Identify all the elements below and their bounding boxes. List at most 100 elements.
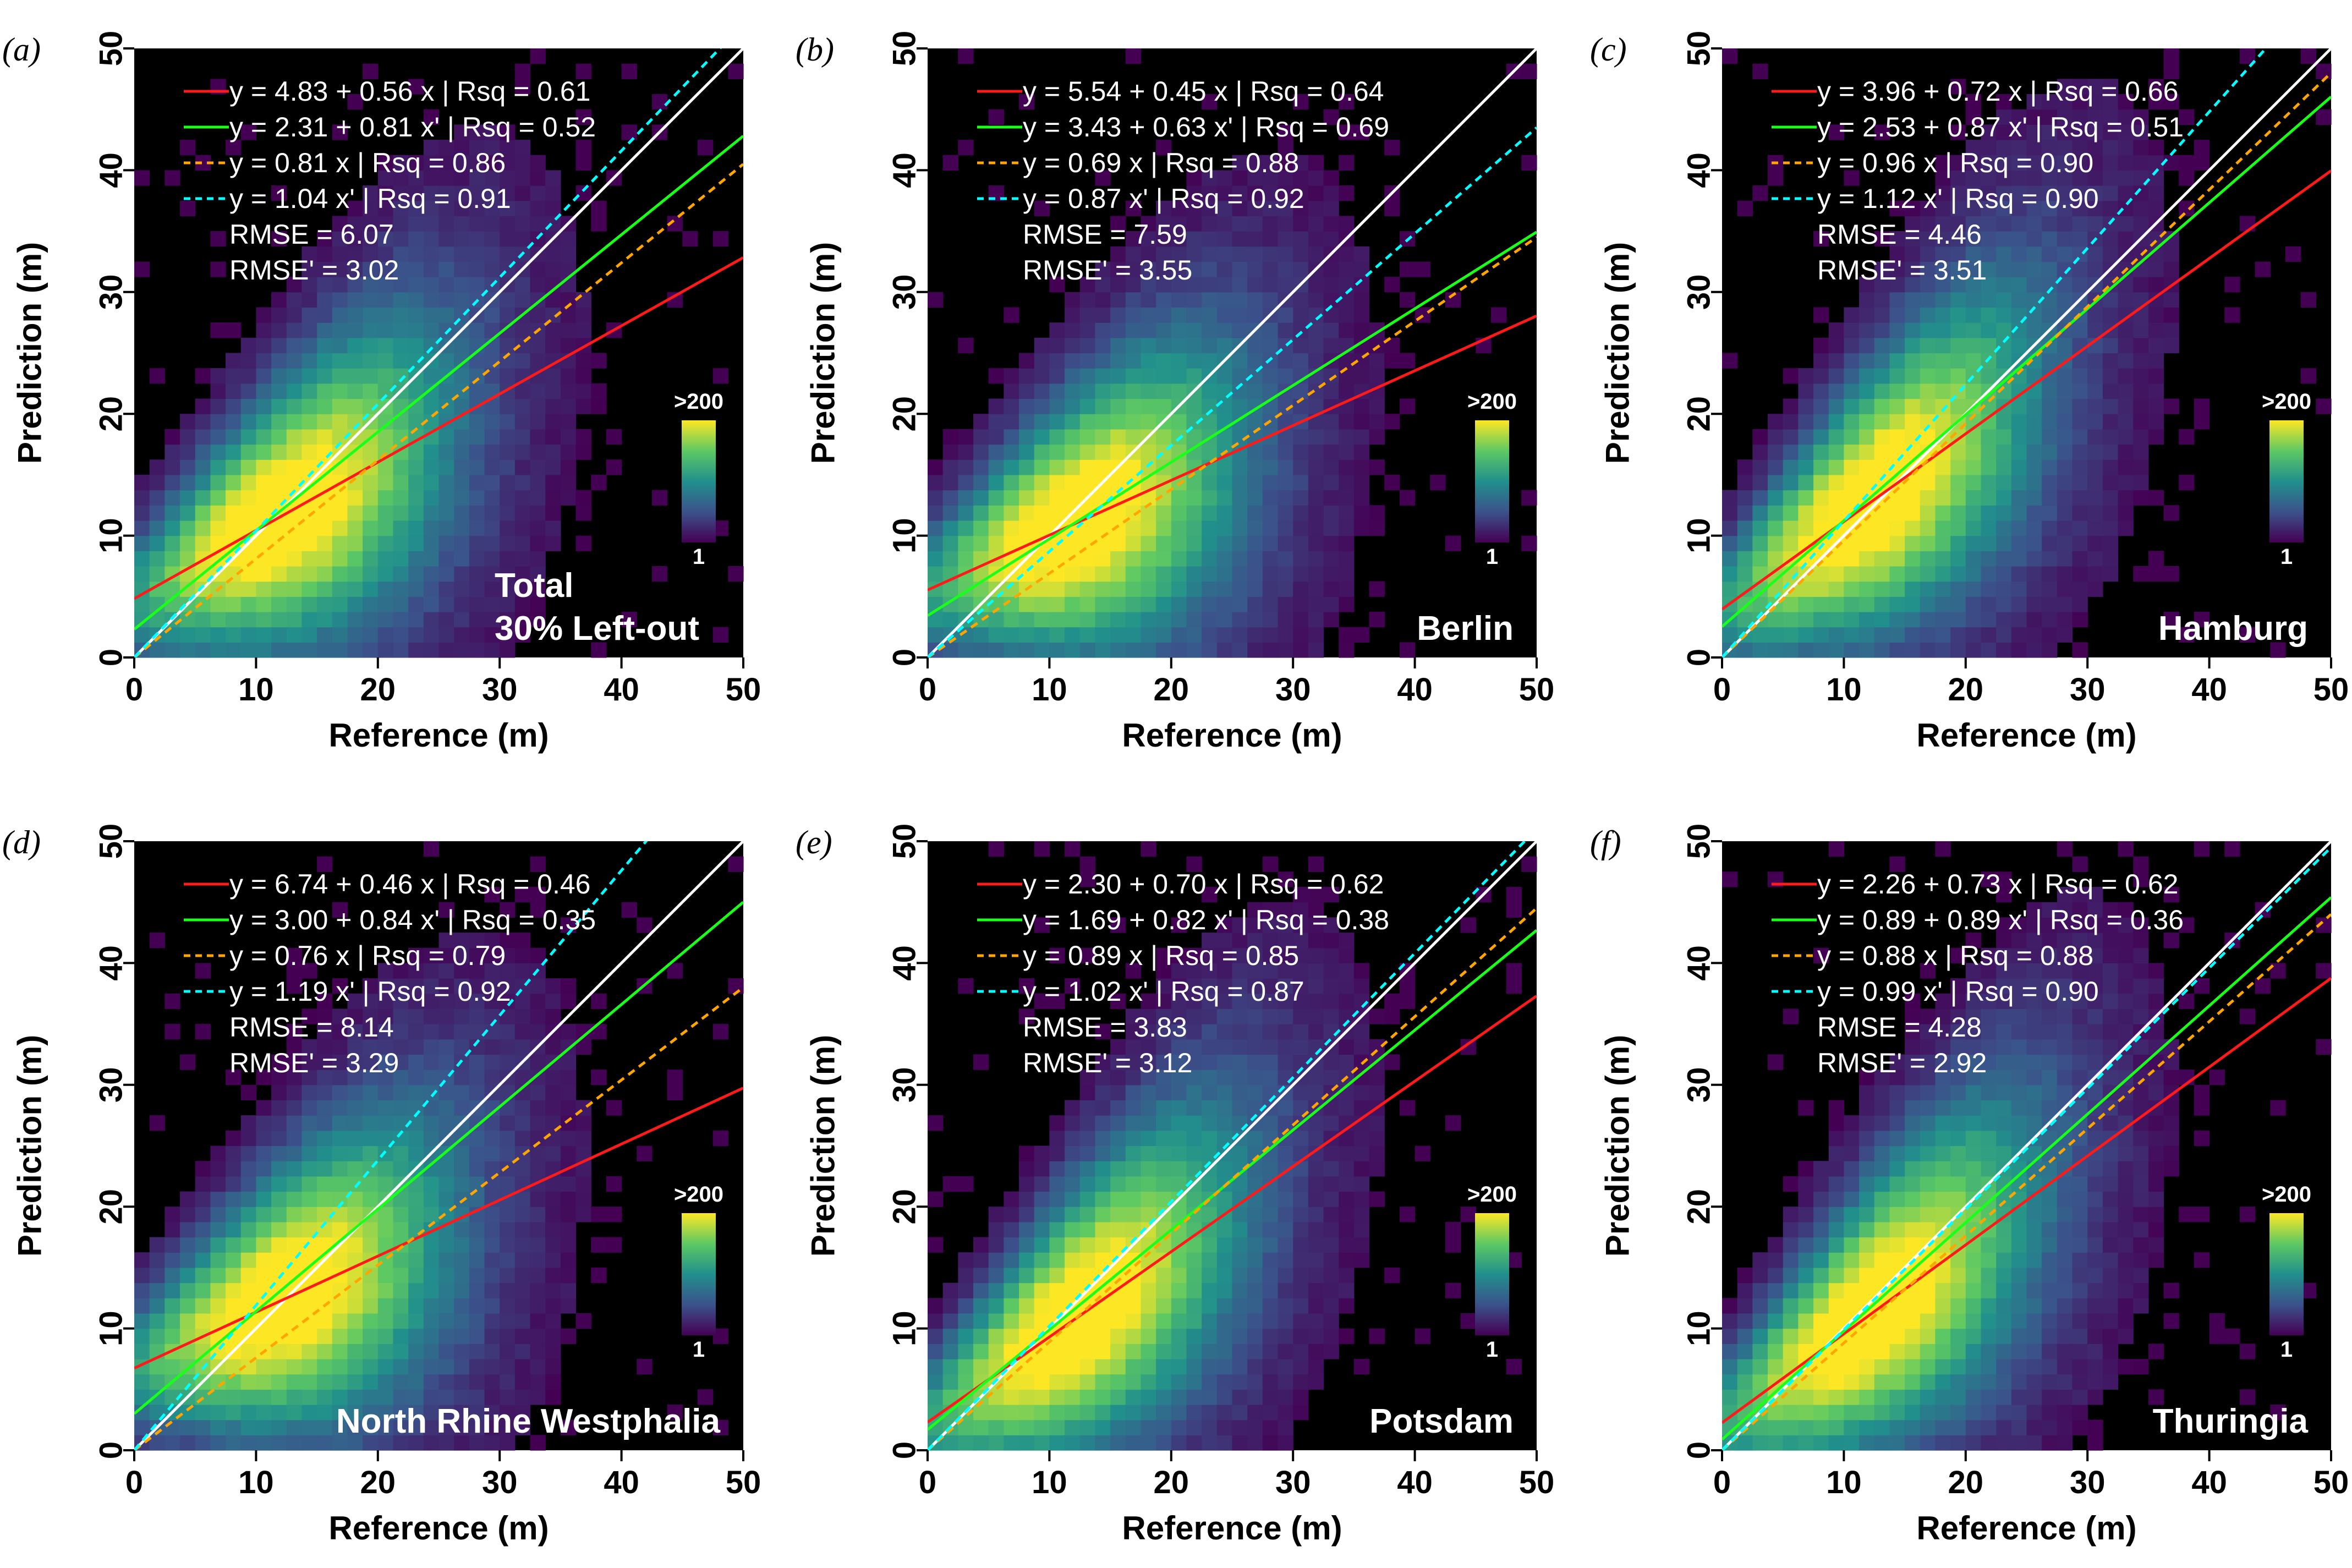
density-cell [1460, 1207, 1476, 1222]
density-cell [1950, 200, 1966, 217]
density-cell [1079, 871, 1096, 887]
density-cell [1950, 1024, 1966, 1040]
density-cell [1216, 1313, 1233, 1329]
density-cell [1950, 1161, 1966, 1177]
density-cell [1019, 566, 1035, 582]
density-cell [240, 627, 256, 643]
density-cell [1323, 429, 1339, 445]
density-cell [1232, 216, 1248, 232]
density-cell [973, 414, 989, 430]
density-cell [1141, 1130, 1156, 1147]
density-cell [1019, 368, 1035, 384]
density-cell [606, 429, 622, 445]
density-cell [1247, 1252, 1263, 1268]
density-cell [1920, 566, 1936, 582]
density-cell [469, 444, 485, 460]
density-cell [973, 490, 989, 506]
density-cell [377, 170, 394, 186]
density-cell [1293, 1344, 1309, 1359]
density-cell [958, 505, 974, 521]
density-cell [1981, 292, 1997, 308]
density-cell [1339, 535, 1355, 551]
density-cell [545, 246, 561, 262]
density-cell [1095, 1100, 1111, 1116]
fit-line-1 [134, 135, 743, 631]
density-cell [1874, 414, 1890, 430]
density-cell [1920, 1435, 1936, 1451]
density-cell [1783, 1404, 1799, 1421]
density-cell [514, 1252, 531, 1268]
density-cell [1369, 368, 1385, 384]
density-cell [1262, 1358, 1279, 1375]
density-cell [1783, 459, 1799, 475]
density-cell [1156, 1100, 1172, 1116]
density-cell [363, 1344, 379, 1359]
density-cell [1262, 611, 1279, 628]
density-cell [1079, 1252, 1096, 1268]
density-cell [408, 79, 424, 95]
density-cell [2011, 261, 2027, 277]
density-cell [226, 414, 242, 430]
density-cell [484, 1130, 500, 1147]
density-cell [256, 1115, 272, 1131]
density-cell [973, 429, 989, 445]
density-cell [1935, 277, 1951, 293]
density-cell [1216, 307, 1233, 323]
density-cell [1232, 322, 1248, 338]
density-cell [1828, 444, 1844, 460]
density-cell [2026, 1054, 2042, 1070]
density-cell [1278, 642, 1293, 658]
density-cell [377, 1161, 394, 1177]
density-cell [408, 353, 424, 369]
density-cell [2087, 79, 2103, 95]
density-cell [1935, 1024, 1951, 1040]
density-cell [2057, 505, 2073, 521]
density-cell [1308, 1070, 1324, 1085]
density-cell [1920, 1008, 1936, 1024]
density-cell [1293, 1389, 1309, 1405]
density-cell [408, 978, 424, 994]
density-cell [240, 490, 256, 506]
density-cell [286, 353, 303, 369]
density-cell [545, 459, 561, 475]
density-cell [2102, 505, 2119, 521]
density-cell [2026, 429, 2042, 445]
density-cell [240, 383, 256, 399]
density-cell [1232, 246, 1248, 262]
density-cell [1232, 231, 1248, 247]
density-cell [1859, 1252, 1875, 1268]
density-cell [469, 185, 485, 201]
density-cell [2163, 337, 2179, 354]
density-cell [928, 459, 944, 475]
density-cell [423, 505, 440, 521]
density-cell [438, 1282, 454, 1298]
density-cell [1202, 277, 1218, 293]
density-cell [1049, 459, 1065, 475]
density-cell [454, 337, 470, 354]
density-cell [301, 1115, 317, 1131]
density-cell [347, 307, 363, 323]
density-cell [1339, 627, 1355, 643]
density-cell [1722, 1344, 1738, 1359]
density-cell [667, 1070, 683, 1085]
density-cell [423, 231, 440, 247]
density-cell [317, 383, 333, 399]
density-cell [2026, 1221, 2042, 1238]
density-cell [1262, 1221, 1279, 1238]
density-cell [2026, 200, 2042, 217]
density-cell [1202, 596, 1218, 612]
density-cell [469, 1419, 485, 1435]
density-cell [1079, 1207, 1096, 1222]
density-cell [1874, 520, 1890, 536]
density-cell [2087, 444, 2103, 460]
density-cell [438, 490, 454, 506]
density-cell [2042, 185, 2058, 201]
density-cell [1065, 566, 1081, 582]
density-cell [180, 1054, 196, 1070]
density-cell [423, 170, 440, 186]
density-cell [1019, 642, 1035, 658]
density-cell [1171, 414, 1187, 430]
density-cell [1323, 963, 1339, 979]
density-cell [1156, 535, 1172, 551]
density-cell [1935, 642, 1951, 658]
